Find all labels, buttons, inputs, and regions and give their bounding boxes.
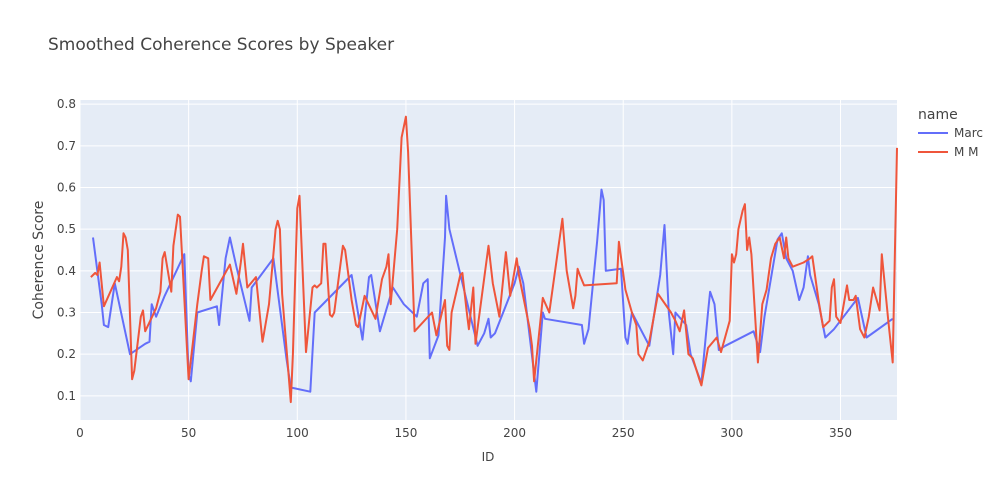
y-axis-label: Coherence Score [31,201,47,320]
x-tick-label: 200 [503,426,526,440]
x-tick-label: 350 [829,426,852,440]
legend-label: Marc [954,126,983,140]
y-tick-label: 0.8 [57,97,76,111]
y-tick-label: 0.2 [57,347,76,361]
x-tick-label: 0 [76,426,84,440]
y-tick-label: 0.7 [57,139,76,153]
chart-title: Smoothed Coherence Scores by Speaker [48,35,394,55]
y-tick-label: 0.1 [57,389,76,403]
y-tick-label: 0.6 [57,181,76,195]
plot-area [80,100,897,420]
y-tick-label: 0.5 [57,222,76,236]
x-tick-label: 300 [720,426,743,440]
series-line [90,115,898,404]
x-tick-label: 100 [286,426,309,440]
y-tick-label: 0.3 [57,306,76,320]
x-axis-label: ID [482,450,495,464]
x-tick-label: 250 [612,426,635,440]
legend-title: name [918,107,958,123]
x-tick-label: 50 [181,426,196,440]
x-tick-label: 150 [394,426,417,440]
legend-label: M M [954,145,979,159]
y-tick-label: 0.4 [57,264,76,278]
